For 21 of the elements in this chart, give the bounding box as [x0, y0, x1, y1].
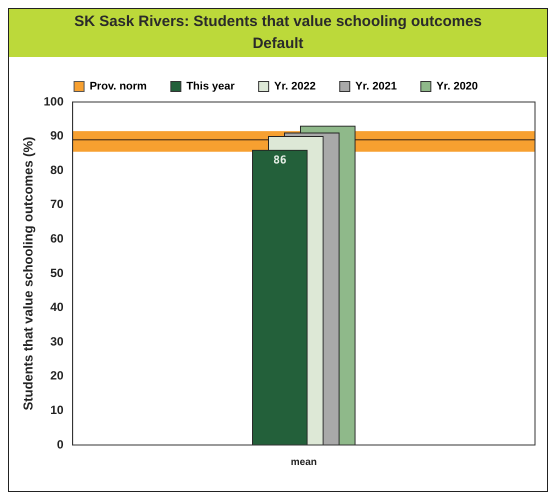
x-tick-label: mean — [290, 456, 317, 468]
y-tick-label: 60 — [50, 232, 64, 246]
legend-label: Yr. 2021 — [355, 80, 397, 93]
data-label: 86 — [273, 153, 287, 166]
y-tick-label: 20 — [50, 368, 64, 383]
y-axis-title: Students that value schooling outcomes (%) — [20, 136, 36, 410]
y-tick-label: 50 — [50, 266, 64, 280]
y-tick-label: 100 — [44, 94, 64, 108]
legend-label: Yr. 2022 — [274, 80, 316, 93]
y-tick-label: 40 — [50, 300, 64, 314]
y-tick-label: 70 — [50, 197, 64, 212]
y-tick-label: 30 — [50, 334, 64, 348]
legend-label: This year — [186, 80, 236, 93]
legend-label: Prov. norm — [90, 80, 148, 93]
y-tick-label: 90 — [50, 128, 64, 143]
y-tick-label: 10 — [50, 403, 64, 418]
chart-subtitle: Default — [252, 34, 304, 54]
legend-label: Yr. 2020 — [436, 80, 478, 93]
y-tick-label: 0 — [56, 437, 64, 452]
y-tick-label: 80 — [50, 162, 64, 177]
chart-title: SK Sask Rivers: Students that value schooling outcomes — [73, 12, 483, 32]
